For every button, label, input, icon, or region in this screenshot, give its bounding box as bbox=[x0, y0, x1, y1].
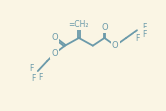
Text: O: O bbox=[51, 33, 58, 43]
Text: F: F bbox=[29, 64, 34, 73]
Text: F: F bbox=[136, 34, 140, 43]
Text: O: O bbox=[51, 49, 58, 58]
Text: F: F bbox=[39, 73, 43, 82]
Text: F: F bbox=[31, 73, 35, 82]
Text: F: F bbox=[142, 30, 146, 39]
Text: =CH₂: =CH₂ bbox=[69, 20, 89, 29]
Text: F: F bbox=[142, 23, 146, 32]
Text: O: O bbox=[101, 23, 108, 32]
Text: O: O bbox=[112, 41, 119, 50]
